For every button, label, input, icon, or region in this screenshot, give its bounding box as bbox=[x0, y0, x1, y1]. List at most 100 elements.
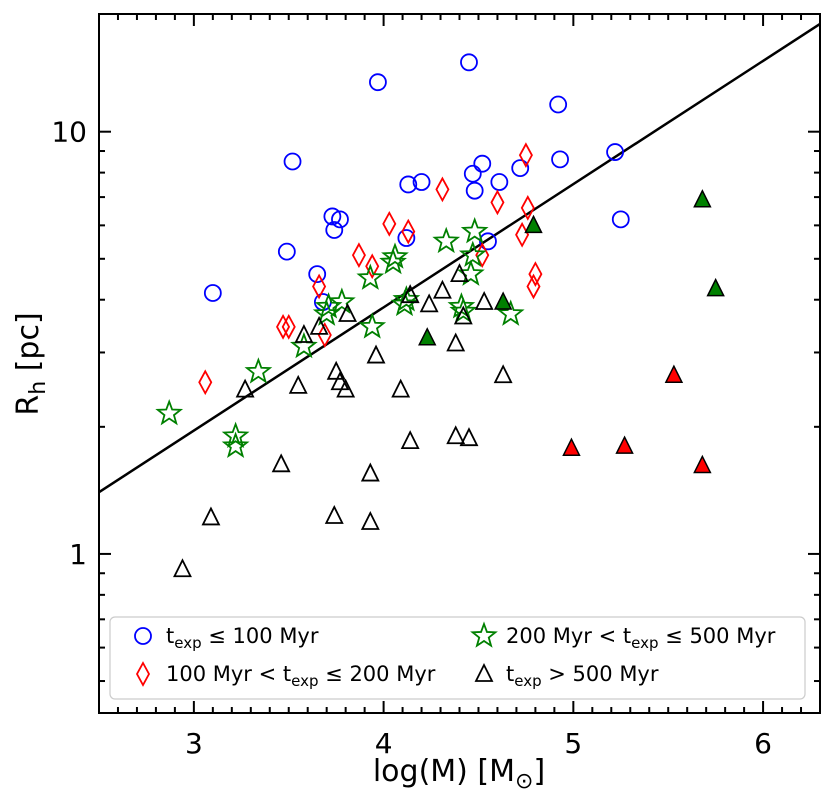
data-point-circle bbox=[369, 73, 387, 92]
data-point-star bbox=[432, 226, 461, 254]
data-point-star bbox=[244, 357, 273, 384]
data-point-circle bbox=[397, 229, 416, 247]
data-point-star bbox=[221, 431, 250, 458]
data-point-triangle-filled bbox=[693, 189, 712, 208]
data-point-diamond bbox=[312, 273, 327, 300]
x-tick-label: 5 bbox=[564, 727, 582, 760]
legend-marker-diamond bbox=[135, 661, 151, 687]
data-point-triangle bbox=[446, 425, 466, 445]
legend-label-triangle: texp > 500 Myr bbox=[506, 662, 659, 690]
data-point-diamond bbox=[276, 313, 291, 340]
data-point-triangle bbox=[201, 506, 221, 526]
legend: texp ≤ 100 Myr 200 Myr < texp ≤ 500 Myr … bbox=[109, 616, 806, 700]
data-point-triangle-filled bbox=[706, 277, 725, 297]
data-point-triangle bbox=[338, 303, 358, 322]
data-point-triangle-filled bbox=[693, 454, 712, 474]
data-point-triangle-filled bbox=[664, 364, 684, 383]
data-point-circle bbox=[412, 173, 431, 191]
data-point-triangle bbox=[288, 374, 308, 394]
data-point-triangle bbox=[474, 291, 494, 310]
data-point-triangle bbox=[271, 453, 291, 473]
plot-frame bbox=[98, 13, 821, 714]
data-point-triangle bbox=[432, 279, 452, 299]
data-point-triangle bbox=[419, 293, 439, 313]
data-point-triangle-filled bbox=[562, 437, 581, 456]
data-point-star bbox=[221, 421, 250, 449]
data-points bbox=[155, 53, 725, 578]
data-point-circle bbox=[308, 265, 327, 283]
data-point-diamond bbox=[281, 313, 296, 340]
data-point-triangle bbox=[330, 371, 350, 391]
data-point-triangle-filled bbox=[524, 214, 543, 234]
legend-marker-circle bbox=[134, 627, 152, 645]
data-point-star bbox=[358, 312, 387, 339]
data-point-triangle bbox=[493, 364, 513, 384]
data-point-star bbox=[327, 287, 356, 314]
data-point-diamond bbox=[401, 218, 416, 245]
data-point-star bbox=[449, 296, 478, 324]
y-axis-label: Rh [pc] bbox=[11, 312, 51, 415]
legend-label-diamond: 100 Myr < texp ≤ 200 Myr bbox=[166, 662, 436, 690]
fit-line-group bbox=[98, 22, 821, 494]
data-point-circle bbox=[460, 53, 478, 72]
data-point-diamond bbox=[198, 369, 213, 396]
data-point-triangle bbox=[450, 263, 469, 282]
data-point-diamond bbox=[351, 242, 366, 269]
data-point-triangle-filled bbox=[418, 327, 437, 346]
data-point-circle bbox=[511, 159, 530, 177]
legend-marker-triangle bbox=[474, 662, 494, 682]
data-point-triangle bbox=[326, 360, 346, 380]
data-point-circle bbox=[463, 164, 482, 183]
data-point-diamond bbox=[520, 195, 535, 221]
data-point-triangle bbox=[391, 378, 411, 398]
data-point-circle bbox=[399, 175, 418, 194]
data-point-diamond bbox=[518, 142, 533, 169]
y-tick-label: 10 bbox=[51, 116, 87, 149]
data-point-circle bbox=[549, 95, 568, 114]
legend-marker-star bbox=[470, 621, 498, 648]
data-point-diamond bbox=[382, 210, 397, 237]
data-point-circle bbox=[551, 150, 569, 169]
data-point-triangle bbox=[360, 462, 380, 482]
data-point-circle bbox=[323, 207, 342, 226]
data-point-circle bbox=[606, 143, 624, 161]
data-point-triangle-filled bbox=[493, 291, 513, 310]
data-point-diamond bbox=[317, 322, 332, 348]
legend-label-star: 200 Myr < texp ≤ 500 Myr bbox=[506, 624, 776, 652]
tick-labels: 3 4 5 6 1 10 bbox=[51, 116, 772, 760]
data-point-triangle bbox=[235, 378, 255, 398]
data-point-diamond bbox=[528, 261, 543, 287]
x-tick-label: 3 bbox=[185, 727, 203, 760]
data-point-star bbox=[458, 240, 487, 267]
data-point-triangle bbox=[309, 315, 329, 335]
data-point-circle bbox=[283, 152, 302, 171]
data-point-diamond bbox=[365, 253, 380, 280]
legend-markers bbox=[134, 621, 498, 687]
data-point-circle bbox=[277, 242, 296, 261]
data-point-triangle bbox=[400, 284, 420, 304]
x-tick-label: 4 bbox=[375, 727, 393, 760]
data-point-circle bbox=[479, 232, 497, 251]
data-point-star bbox=[379, 247, 407, 275]
data-point-circle bbox=[473, 154, 492, 173]
data-point-circle bbox=[325, 221, 344, 239]
data-point-circle bbox=[203, 284, 222, 302]
data-point-triangle bbox=[294, 323, 314, 343]
data-point-triangle bbox=[453, 305, 473, 325]
data-point-circle bbox=[331, 210, 349, 229]
x-tick-label: 6 bbox=[754, 727, 772, 760]
data-point-circle bbox=[490, 173, 509, 191]
data-point-triangle bbox=[360, 511, 380, 530]
data-point-star bbox=[496, 299, 525, 326]
data-point-triangle bbox=[400, 430, 420, 450]
y-tick-label: 1 bbox=[69, 538, 87, 571]
data-point-star bbox=[356, 263, 385, 290]
data-point-circle bbox=[611, 210, 630, 229]
data-point-circle bbox=[465, 181, 484, 200]
data-point-diamond bbox=[435, 176, 450, 203]
data-point-diamond bbox=[490, 189, 505, 216]
fit-line bbox=[98, 22, 821, 494]
x-axis-label: log(M) [M⊙] bbox=[373, 754, 545, 794]
data-point-triangle bbox=[173, 558, 192, 578]
data-point-triangle bbox=[459, 427, 479, 447]
